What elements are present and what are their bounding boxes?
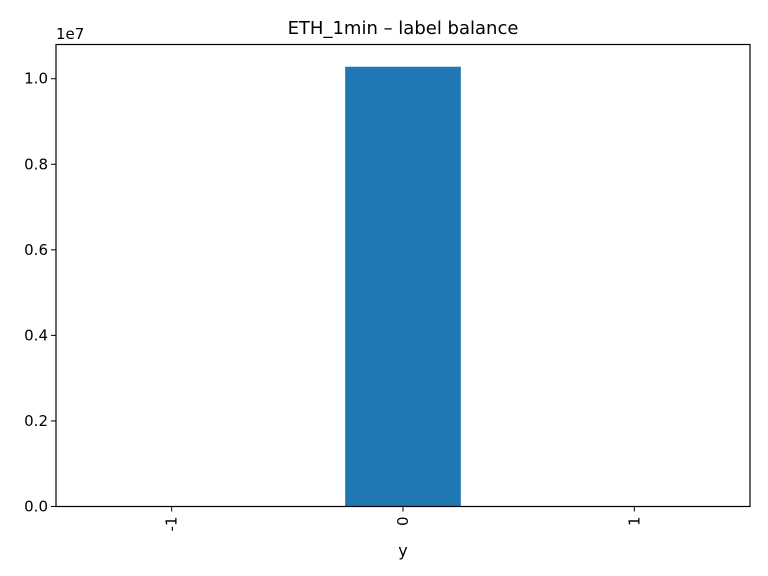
y-tick-label: 1.0 bbox=[24, 70, 48, 88]
y-tick-label: 0.2 bbox=[24, 412, 48, 430]
y-axis-offset-label: 1e7 bbox=[56, 25, 84, 43]
x-tick-label--1: -1 bbox=[163, 517, 181, 532]
y-tick-label: 0.8 bbox=[24, 155, 48, 173]
bar-0 bbox=[345, 66, 461, 507]
bars-group bbox=[345, 66, 461, 507]
y-tick-label: 0.0 bbox=[24, 498, 48, 516]
x-tick-label-1: 1 bbox=[625, 517, 643, 527]
x-tick-label-0: 0 bbox=[394, 517, 412, 527]
x-axis-ticks: -1 0 1 bbox=[163, 506, 643, 532]
chart-title: ETH_1min – label balance bbox=[288, 18, 519, 39]
plot-frame bbox=[55, 43, 751, 508]
y-tick-label: 0.6 bbox=[24, 241, 48, 259]
y-axis-ticks: 0.0 0.2 0.4 0.6 0.8 1.0 bbox=[24, 70, 56, 516]
y-tick-label: 0.4 bbox=[24, 326, 48, 344]
x-axis-label: y bbox=[398, 541, 407, 560]
